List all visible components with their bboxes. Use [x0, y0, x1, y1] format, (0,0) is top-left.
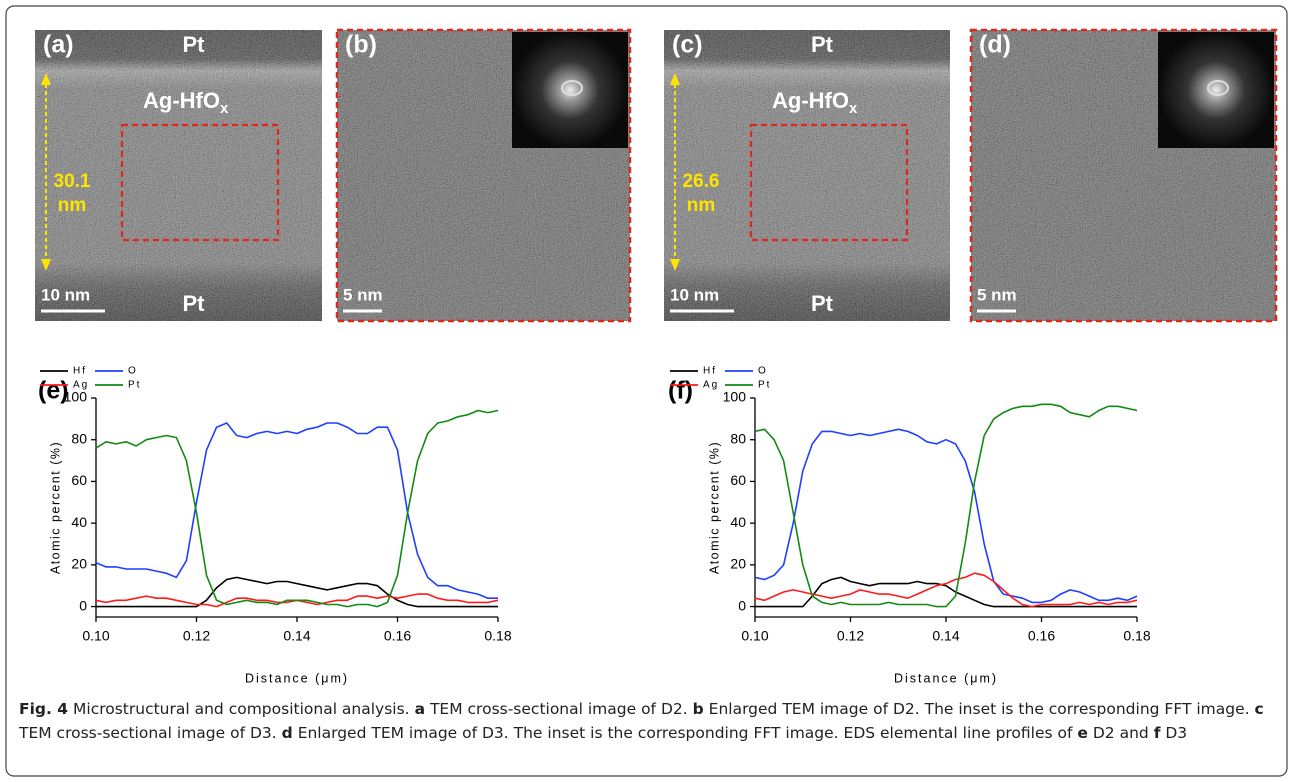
- y-tick-label: 20: [71, 556, 87, 572]
- top-electrode: Pt: [811, 32, 834, 57]
- y-tick-label: 100: [723, 389, 747, 405]
- caption-ref: a: [414, 700, 426, 718]
- x-tick-label: 0.12: [837, 628, 864, 644]
- x-axis-label: Distance (μm): [894, 671, 998, 685]
- x-tick-label: 0.10: [741, 628, 768, 644]
- caption-ref: d: [281, 724, 293, 742]
- region-border: [335, 28, 632, 323]
- panel-label: (d): [979, 31, 1011, 59]
- series-line: [755, 576, 1137, 608]
- caption-text: TEM cross-sectional image of D2.: [429, 700, 688, 718]
- scale-label: 5 nm: [343, 285, 383, 304]
- layer-sub: x: [849, 100, 858, 117]
- caption-text: TEM cross-sectional image of D3.: [19, 724, 277, 742]
- thickness-unit: nm: [687, 195, 716, 216]
- y-axis-label: Atomic percent (%): [48, 441, 62, 574]
- x-tick-label: 0.18: [1123, 628, 1150, 644]
- caption-label: Fig. 4: [19, 700, 69, 718]
- x-axis-label: Distance (μm): [245, 671, 349, 685]
- thickness-unit: nm: [58, 195, 87, 216]
- y-axis-label: Atomic percent (%): [707, 441, 721, 574]
- x-tick-label: 0.16: [1028, 628, 1055, 644]
- layer-main: Ag-HfO: [772, 88, 849, 113]
- bottom-electrode: Pt: [183, 291, 206, 316]
- legend-label: O: [758, 366, 768, 377]
- legend-label: Hf: [703, 366, 717, 377]
- legend-label: O: [128, 366, 138, 377]
- figure-border: [5, 5, 1288, 777]
- scale-label: 5 nm: [977, 285, 1017, 304]
- legend-label: Pt: [128, 380, 141, 391]
- caption-ref: f: [1153, 724, 1161, 742]
- layer-sub: x: [220, 100, 229, 117]
- x-tick-label: 0.10: [82, 628, 109, 644]
- region-box: [749, 123, 909, 242]
- series-line: [96, 576, 498, 608]
- series-line: [95, 409, 499, 608]
- series-line: [754, 403, 1138, 608]
- series-line: [754, 572, 1138, 608]
- series-line: [754, 428, 1138, 604]
- caption-ref: e: [1077, 724, 1088, 742]
- legend-label: Hf: [73, 366, 87, 377]
- caption-text: Microstructural and compositional analys…: [73, 700, 410, 718]
- x-tick-label: 0.18: [484, 628, 511, 644]
- x-tick-label: 0.14: [283, 628, 310, 644]
- fft-ring: [561, 80, 583, 96]
- legend-label: Ag: [703, 380, 719, 391]
- x-tick-label: 0.14: [932, 628, 959, 644]
- caption-text: Enlarged TEM image of D2. The inset is t…: [708, 700, 1250, 718]
- tem-grain: [35, 30, 322, 321]
- layer-label: Ag-HfOx: [143, 88, 229, 117]
- panel-label: (a): [43, 31, 74, 59]
- y-tick-label: 60: [730, 472, 746, 488]
- legend-label: Pt: [758, 380, 771, 391]
- panel-label: (f): [668, 377, 693, 405]
- scale-label: 10 nm: [41, 285, 90, 304]
- layer-main: Ag-HfO: [143, 88, 220, 113]
- fft-inset: [512, 32, 628, 148]
- y-tick-label: 80: [71, 430, 87, 446]
- region-border: [969, 28, 1278, 323]
- y-tick-label: 0: [79, 597, 87, 613]
- region-box: [120, 123, 280, 242]
- caption-text: D2 and: [1092, 724, 1149, 742]
- tem-grain: [664, 30, 950, 321]
- y-tick-label: 100: [64, 389, 88, 405]
- y-tick-label: 20: [730, 556, 746, 572]
- caption-text: Enlarged TEM image of D3. The inset is t…: [297, 724, 1073, 742]
- fft-inset: [1158, 32, 1274, 148]
- layer-label: Ag-HfOx: [772, 88, 858, 117]
- y-tick-label: 80: [730, 430, 746, 446]
- caption-ref: c: [1254, 700, 1264, 718]
- thickness-value: 30.1: [54, 171, 91, 192]
- thickness-value: 26.6: [683, 171, 720, 192]
- panel-label: (e): [38, 377, 69, 405]
- scale-label: 10 nm: [670, 285, 719, 304]
- series-line: [95, 422, 498, 599]
- x-tick-label: 0.12: [183, 628, 210, 644]
- caption-text: D3: [1165, 724, 1188, 742]
- caption-ref: b: [692, 700, 704, 718]
- y-tick-label: 40: [730, 514, 746, 530]
- top-electrode: Pt: [183, 32, 206, 57]
- y-tick-label: 60: [71, 472, 87, 488]
- y-tick-label: 0: [738, 597, 746, 613]
- bottom-electrode: Pt: [811, 291, 834, 316]
- caption: Fig. 4 Microstructural and compositional…: [19, 697, 1274, 745]
- fft-ring: [1207, 80, 1229, 96]
- legend-label: Ag: [73, 380, 89, 391]
- y-tick-label: 40: [71, 514, 87, 530]
- x-tick-label: 0.16: [384, 628, 411, 644]
- panel-label: (c): [672, 31, 703, 59]
- panel-label: (b): [345, 31, 377, 59]
